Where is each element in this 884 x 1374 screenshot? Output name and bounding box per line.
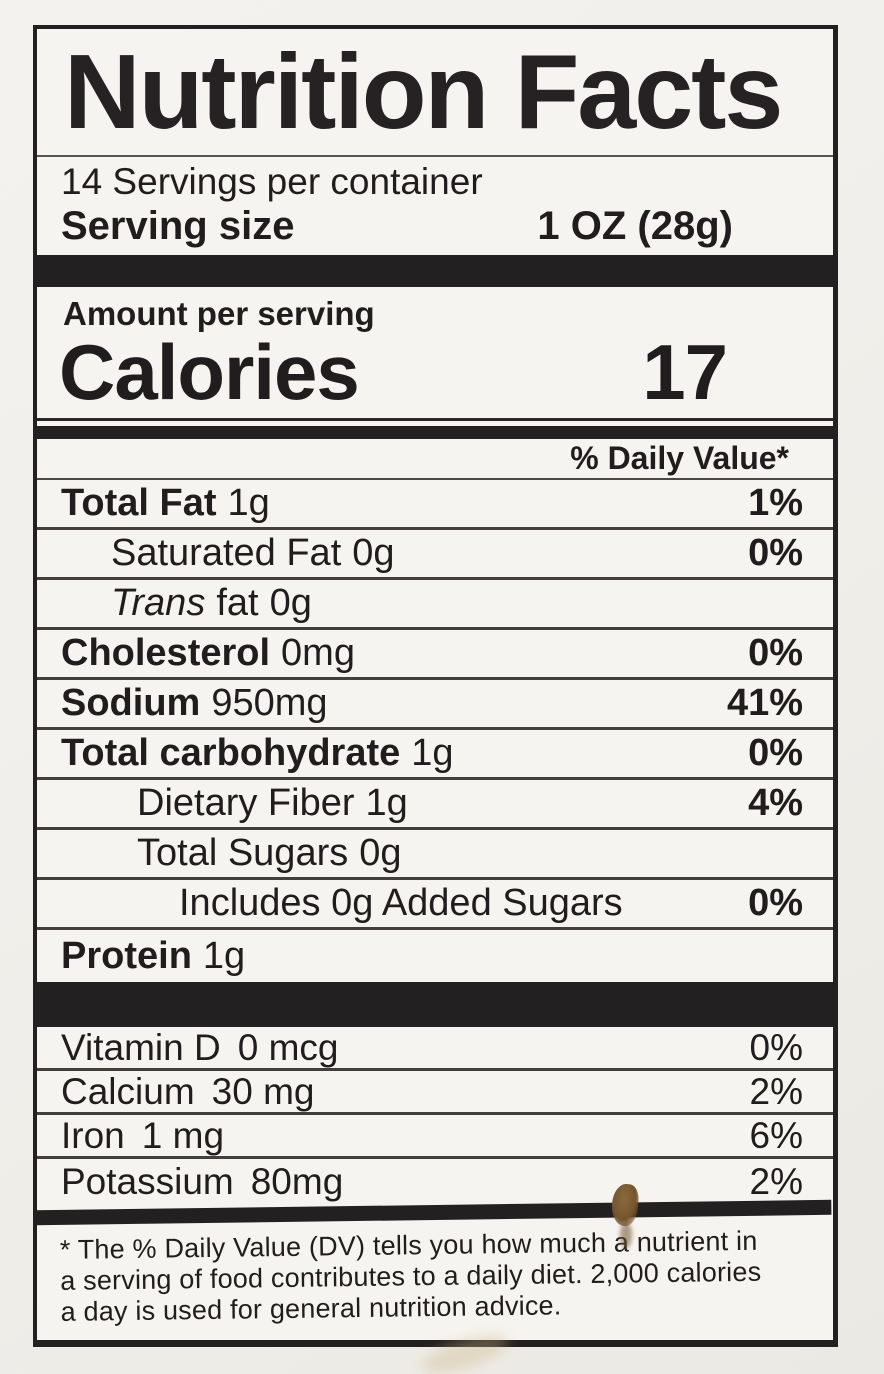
nutrition-facts-label: Nutrition Facts 14 Servings per containe… [33, 25, 838, 1347]
nutrient-dv: 0% [748, 532, 803, 574]
nutrient-name: Includes 0g Added Sugars [179, 882, 623, 924]
nutrient-row-saturated-fat: Saturated Fat 0g 0% [37, 530, 833, 580]
calories-row: Calories 17 [37, 328, 833, 421]
micronutrient-row-vitamin-d: Vitamin D 0 mcg 0% [37, 1027, 833, 1071]
nutrient-dv: 1% [748, 482, 803, 524]
micronutrient-row-calcium: Calcium 30 mg 2% [37, 1071, 833, 1115]
nutrient-row-total-sugars: Total Sugars 0g [37, 830, 833, 880]
nutrient-amount: 1g [202, 934, 246, 977]
daily-value-header: % Daily Value* [37, 439, 833, 480]
nutrient-name: Sodium [61, 682, 201, 724]
nutrient-name: Saturated Fat [111, 532, 342, 574]
nutrient-name-amount: Dietary Fiber 1g [137, 782, 408, 825]
stain-speck-tail [620, 1222, 632, 1248]
nutrient-amount: 0g [359, 832, 402, 874]
nutrient-amount: 0mg [281, 632, 355, 674]
nutrient-name-amount: Protein 1g [61, 935, 245, 978]
micronutrient-name: Iron [61, 1114, 125, 1156]
micronutrient-dv: 2% [749, 1161, 803, 1202]
nutrient-name: Cholesterol [61, 632, 271, 674]
micronutrient-amount: 1 mg [141, 1114, 225, 1156]
calories-divider-bar [37, 426, 833, 439]
nutrient-row-dietary-fiber: Dietary Fiber 1g 4% [37, 780, 833, 830]
nutrient-name-rest: fat [216, 582, 259, 624]
micronutrient-amount: 30 mg [211, 1070, 315, 1112]
micronutrient-dv: 2% [749, 1070, 803, 1112]
nutrient-row-total-fat: Total Fat 1g 1% [37, 480, 833, 530]
nutrient-row-added-sugars: Includes 0g Added Sugars 0% [37, 880, 833, 930]
nutrient-name-amount: Includes 0g Added Sugars [179, 882, 623, 925]
micronutrient-name-amount: Iron 1 mg [61, 1115, 224, 1157]
micronutrient-name: Vitamin D [61, 1026, 221, 1068]
nutrient-name-amount: Total carbohydrate 1g [61, 732, 454, 775]
nutrient-dv: 0% [748, 632, 803, 674]
label-title: Nutrition Facts [64, 31, 783, 151]
nutrient-amount: 0g [269, 582, 312, 624]
micronutrient-amount: 0 mcg [237, 1026, 339, 1068]
nutrient-name: Trans [111, 582, 206, 624]
serving-size-value: 1 OZ (28g) [537, 203, 733, 248]
nutrient-row-cholesterol: Cholesterol 0mg 0% [37, 630, 833, 680]
micronutrient-dv: 6% [749, 1114, 803, 1156]
nutrient-amount: 1g [411, 732, 454, 774]
nutrient-name: Total Fat [61, 482, 217, 524]
micronutrient-name-amount: Potassium 80mg [61, 1161, 343, 1203]
nutrient-amount: 0g [352, 532, 395, 574]
nutrient-dv: 0% [748, 732, 803, 774]
nutrient-name-amount: Saturated Fat 0g [111, 532, 395, 575]
nutrient-name: Total carbohydrate [61, 732, 401, 774]
nutrient-name-amount: Trans fat 0g [111, 582, 312, 625]
nutrient-name: Dietary Fiber [137, 782, 355, 824]
servings-per-container: 14 Servings per container [61, 161, 483, 202]
micronutrient-amount: 80mg [250, 1161, 344, 1202]
amount-per-serving-label: Amount per serving [63, 295, 375, 332]
nutrient-name-amount: Total Sugars 0g [137, 832, 402, 875]
nutrient-row-sodium: Sodium 950mg 41% [37, 680, 833, 730]
nutrient-dv: 0% [748, 882, 803, 924]
nutrient-amount: 1g [227, 482, 270, 524]
micronutrient-dv: 0% [749, 1026, 803, 1068]
nutrient-dv: 41% [726, 682, 803, 724]
nutrient-row-total-carbohydrate: Total carbohydrate 1g 0% [37, 730, 833, 780]
thick-divider-middle [37, 982, 833, 1027]
nutrient-name-amount: Total Fat 1g [61, 482, 270, 525]
micronutrient-name-amount: Vitamin D 0 mcg [61, 1027, 338, 1069]
micronutrient-name: Potassium [61, 1161, 234, 1202]
nutrient-row-protein: Protein 1g [37, 930, 833, 982]
calories-value: 17 [642, 328, 728, 416]
footnote: * The % Daily Value (DV) tells you how m… [35, 1215, 832, 1340]
serving-size-label: Serving size [61, 203, 295, 248]
nutrient-name-amount: Sodium 950mg [61, 682, 328, 725]
micronutrient-row-potassium: Potassium 80mg 2% [37, 1159, 833, 1205]
thick-divider-top [37, 255, 833, 287]
serving-size-row: Serving size 1 OZ (28g) [37, 203, 833, 255]
nutrient-name: Protein [61, 934, 192, 977]
micronutrient-name-amount: Calcium 30 mg [61, 1071, 314, 1113]
micronutrient-row-iron: Iron 1 mg 6% [37, 1115, 833, 1159]
nutrient-amount: 1g [365, 782, 408, 824]
nutrient-row-trans-fat: Trans fat 0g [37, 580, 833, 630]
calories-label: Calories [59, 328, 360, 416]
title-divider [37, 155, 833, 157]
nutrient-name: Total Sugars [137, 832, 349, 874]
footnote-section: * The % Daily Value (DV) tells you how m… [35, 1199, 833, 1340]
nutrient-name-amount: Cholesterol 0mg [61, 632, 355, 675]
nutrient-amount: 950mg [211, 682, 328, 724]
nutrient-dv: 4% [748, 782, 803, 824]
micronutrient-name: Calcium [61, 1070, 195, 1112]
